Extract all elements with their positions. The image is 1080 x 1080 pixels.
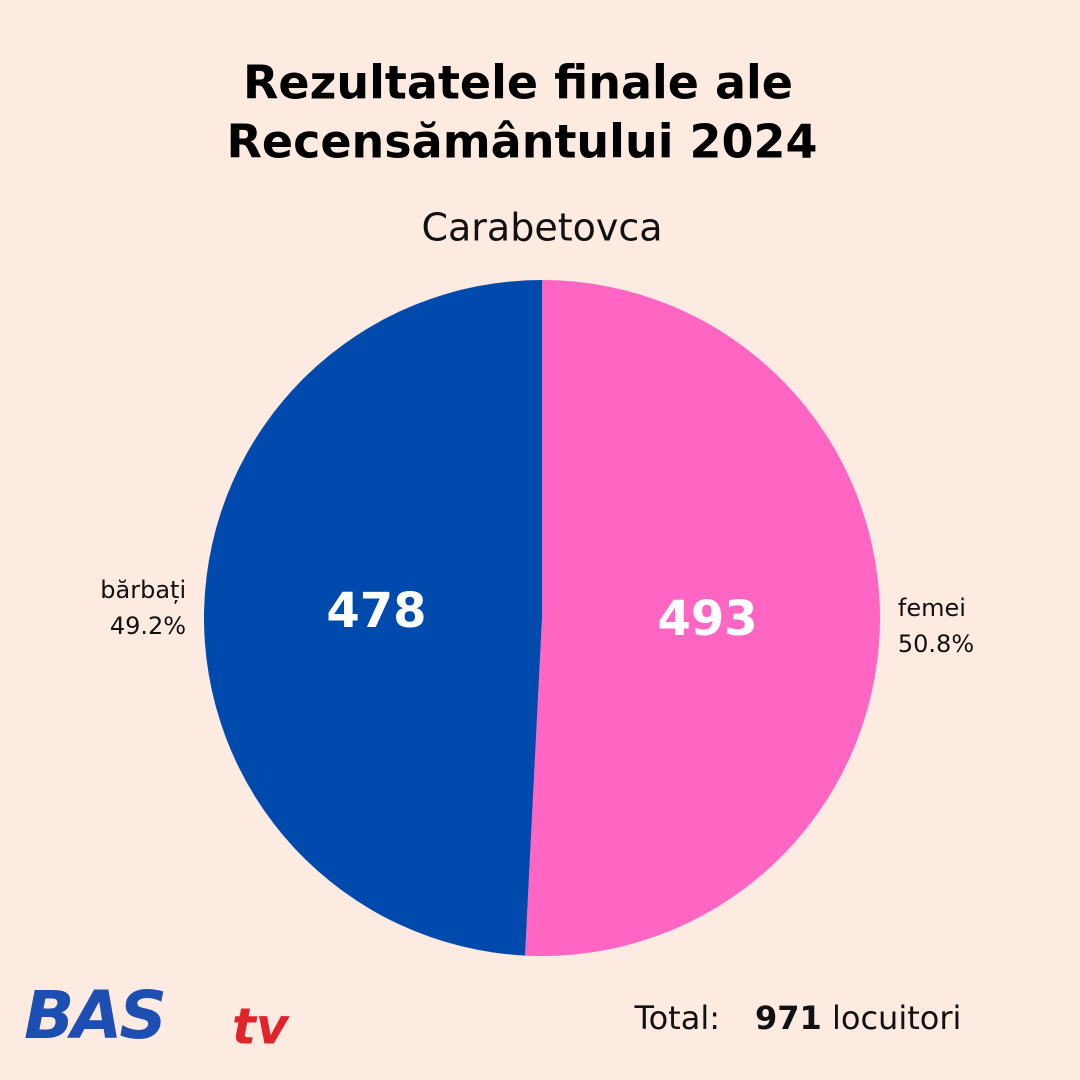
slice-percent: 50.8%: [898, 630, 974, 658]
slice-count: 493: [657, 591, 757, 647]
total: 971 locuitori: [755, 999, 961, 1037]
total-label: Total:: [633, 999, 720, 1037]
chart-title: Rezultatele finale ale: [243, 56, 793, 110]
logo-main: BAS: [24, 977, 164, 1054]
total-unit: locuitori: [832, 999, 961, 1037]
slice-count: 478: [326, 583, 426, 639]
pie-slice: [525, 280, 880, 956]
slice-percent: 49.2%: [110, 612, 186, 640]
pie-slice: [203, 280, 542, 956]
logo-suffix: tv: [232, 998, 290, 1056]
logo: BAS tv: [24, 977, 290, 1056]
chart-title: Recensământului 2024: [226, 115, 817, 169]
total-value: 971: [755, 999, 822, 1037]
slice-label: bărbați: [100, 576, 186, 604]
slice-label: femei: [898, 594, 966, 622]
chart-subtitle: Carabetovca: [421, 206, 662, 250]
